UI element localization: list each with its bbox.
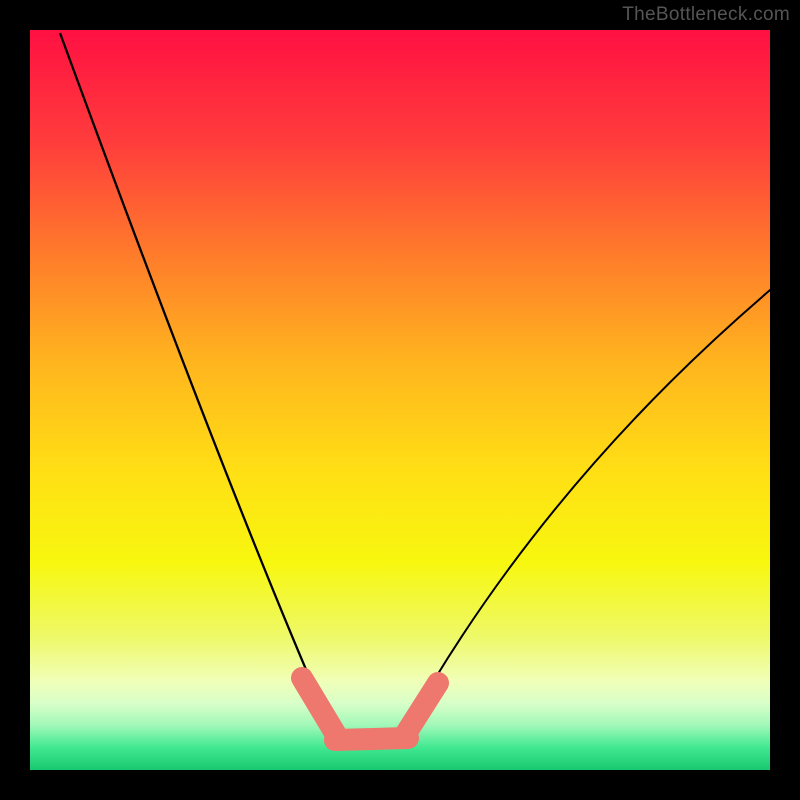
watermark-label: TheBottleneck.com — [622, 4, 790, 26]
bottleneck-chart — [0, 0, 800, 800]
gradient-background — [30, 30, 770, 770]
plot-area — [30, 30, 800, 770]
chart-container: TheBottleneck.com — [0, 0, 800, 800]
